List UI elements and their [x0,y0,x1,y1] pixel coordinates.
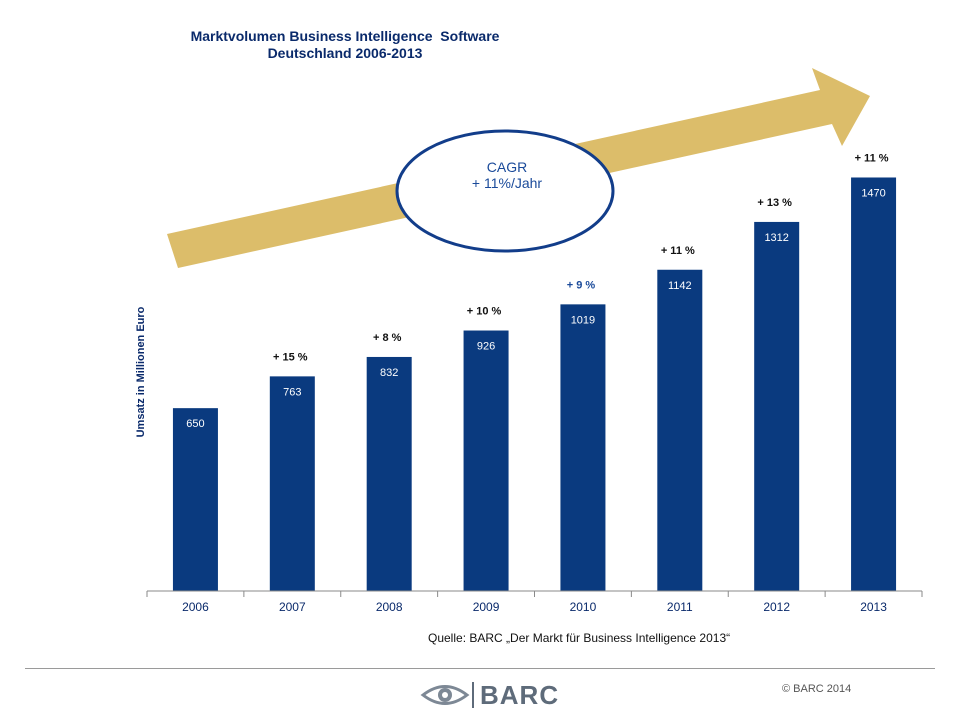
barc-logo: BARC [420,678,558,712]
growth-label: + 8 % [373,332,402,344]
bar-2010 [560,304,606,591]
growth-label: + 11 % [661,245,695,257]
growth-label: + 9 % [567,279,596,291]
growth-label: + 15 % [273,351,308,363]
chart-title-line1: Marktvolumen Business Intelligence Softw… [190,28,500,44]
x-tick-label: 2012 [763,600,790,614]
chart-title-line2: Deutschland 2006-2013 [267,45,423,61]
bar-2009 [463,330,509,591]
bar-2012 [754,221,800,592]
bar-value-label: 1470 [861,187,885,199]
bar-2013 [851,177,897,591]
bar-value-label: 1142 [668,280,692,292]
bar-value-label: 1019 [571,314,595,326]
cagr-value: + 11%/Jahr [472,175,543,191]
x-tick-label: 2010 [570,600,597,614]
bar-2006 [172,408,218,591]
x-tick-label: 2013 [860,600,887,614]
growth-label: + 10 % [467,306,502,318]
logo-divider [472,682,474,708]
bar-value-label: 763 [283,386,301,398]
footer-divider [25,668,935,669]
cagr-label: CAGR [487,159,527,175]
bar-2007 [269,376,315,591]
x-tick-label: 2006 [182,600,209,614]
x-tick-label: 2009 [473,600,500,614]
chart-title: Marktvolumen Business Intelligence Softw… [110,28,580,62]
x-tick-label: 2007 [279,600,306,614]
bar-value-label: 926 [477,341,495,353]
y-axis-label: Umsatz in Millionen Euro [135,306,147,438]
growth-label: + 11 % [855,152,889,164]
copyright: © BARC 2014 [782,683,852,695]
x-tick-label: 2008 [376,600,403,614]
source-note: Quelle: BARC „Der Markt für Business Int… [428,631,731,645]
bar-value-label: 832 [380,367,398,379]
eye-icon [420,685,470,705]
bar-value-label: 650 [186,418,204,430]
bar-2011 [657,269,703,591]
bar-2008 [366,356,412,591]
bar-value-label: 1312 [764,232,788,244]
cagr-ellipse [395,129,615,253]
x-tick-label: 2011 [667,600,693,614]
logo-text: BARC [480,680,560,710]
growth-label: + 13 % [757,197,792,209]
